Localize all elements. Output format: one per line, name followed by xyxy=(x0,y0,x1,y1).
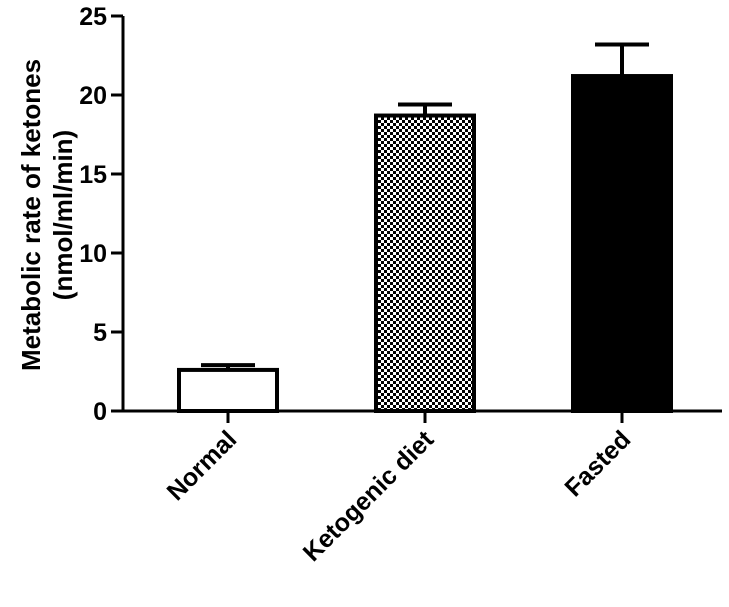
y-tick-label: 20 xyxy=(79,82,107,110)
y-axis-ticks: 0 5 10 15 20 25 xyxy=(79,3,123,426)
y-axis-title: Metabolic rate of ketones (nmol/ml/min) xyxy=(16,59,78,371)
y-tick-label: 15 xyxy=(79,161,107,189)
x-category-label: Fasted xyxy=(559,425,636,502)
y-tick-label: 10 xyxy=(79,240,107,268)
bars xyxy=(177,74,673,414)
x-axis-labels: Normal Ketogenic diet Fasted xyxy=(162,411,636,567)
x-category-label: Normal xyxy=(162,425,243,506)
y-tick-label: 5 xyxy=(93,319,107,347)
bar-ketogenic-diet xyxy=(374,113,476,413)
x-category-label: Ketogenic diet xyxy=(298,425,440,567)
y-axis-title-line-1: Metabolic rate of ketones xyxy=(16,59,46,371)
y-axis-title-line-2: (nmol/ml/min) xyxy=(48,130,78,300)
y-tick-label: 0 xyxy=(93,398,107,426)
y-tick-label: 25 xyxy=(79,3,107,31)
bar-fasted xyxy=(571,74,673,413)
error-bars xyxy=(201,42,649,370)
bar-normal xyxy=(177,367,279,414)
